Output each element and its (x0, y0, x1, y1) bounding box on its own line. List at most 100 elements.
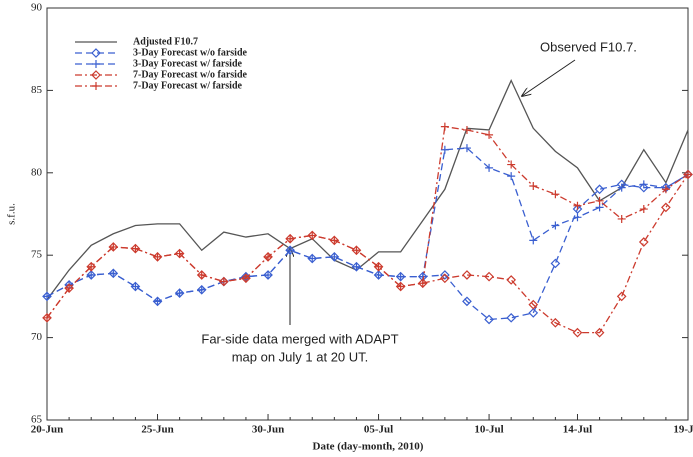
point (197, 270, 206, 279)
point (330, 236, 339, 245)
point (528, 308, 539, 318)
point (286, 234, 295, 243)
series-line (46, 147, 689, 303)
point (638, 182, 649, 193)
point (374, 262, 383, 271)
y-tick-label: 85 (31, 84, 43, 96)
point (264, 270, 273, 279)
series-line (46, 78, 689, 301)
annotation: map on July 1 at 20 UT. (232, 349, 369, 364)
point (684, 170, 692, 179)
point (638, 237, 649, 247)
point (485, 163, 494, 172)
legend-label: 7-Day Forecast w/ farside (133, 80, 243, 91)
point (506, 275, 517, 285)
point (374, 270, 383, 279)
point (131, 244, 140, 253)
point (109, 269, 118, 278)
point (661, 202, 671, 213)
point (65, 284, 74, 293)
series-line (46, 173, 689, 321)
series-line (46, 174, 689, 334)
point (396, 272, 405, 281)
point (617, 183, 626, 192)
x-tick-label: 10-Jul (474, 424, 503, 436)
point (573, 213, 582, 222)
annotation: Observed F10.7. (540, 39, 637, 54)
point (219, 277, 228, 286)
point (507, 160, 516, 169)
y-tick-label: 70 (31, 331, 43, 343)
plot-frame (46, 7, 689, 421)
point (440, 273, 450, 284)
point (485, 130, 494, 139)
legend-label: 3-Day Forecast w/o farside (133, 47, 248, 58)
point (43, 292, 51, 301)
x-tick-label: 05-Jul (364, 424, 393, 436)
point (352, 262, 361, 271)
point (462, 296, 472, 307)
legend-marker (91, 48, 101, 58)
annotation: Far-side data merged with ADAPT (201, 331, 398, 346)
point (462, 144, 471, 153)
point (529, 181, 538, 190)
point (617, 214, 626, 223)
legend-label: 7-Day Forecast w/o farside (133, 69, 248, 80)
point (109, 242, 118, 251)
point (462, 125, 471, 134)
point (661, 185, 670, 194)
point (396, 282, 405, 291)
point (484, 271, 494, 282)
point (330, 252, 339, 261)
point (484, 314, 494, 325)
point (308, 254, 317, 263)
point (594, 184, 605, 195)
x-tick-label: 25-Jun (141, 424, 173, 436)
point (462, 270, 472, 280)
legend-label: Adjusted F10.7 (133, 36, 198, 47)
legend-marker (91, 70, 101, 80)
point (264, 252, 273, 261)
legend-label: 3-Day Forecast w/ farside (133, 58, 243, 69)
point (440, 270, 450, 280)
point (175, 249, 184, 258)
point (616, 291, 627, 302)
point (528, 299, 539, 310)
point (87, 270, 96, 279)
point (308, 231, 317, 240)
point (153, 252, 162, 261)
point (175, 289, 184, 298)
x-axis-label: Date (day-month, 2010) (313, 441, 424, 453)
point (529, 236, 538, 245)
legend-marker (92, 82, 100, 90)
point (572, 204, 583, 214)
point (573, 201, 582, 210)
point (131, 282, 140, 291)
y-tick-label: 80 (31, 166, 43, 178)
annotation-arrow (522, 59, 576, 96)
point (572, 327, 583, 338)
point (352, 246, 361, 255)
x-tick-label: 19-Jul (673, 424, 693, 436)
point (440, 122, 449, 131)
point (43, 313, 51, 322)
point (507, 172, 516, 181)
point (550, 317, 561, 328)
y-tick-label: 65 (31, 414, 43, 426)
x-tick-label: 20-Jun (31, 424, 63, 436)
series-line (46, 125, 689, 319)
x-tick-label: 30-Jun (252, 424, 284, 436)
y-axis-label: s.f.u. (6, 203, 18, 225)
point (241, 274, 250, 283)
point (87, 262, 96, 271)
point (639, 180, 648, 189)
point (153, 297, 162, 306)
point (594, 327, 605, 338)
x-tick-label: 14-Jul (563, 424, 592, 436)
y-tick-label: 75 (31, 249, 43, 261)
point (286, 246, 295, 255)
y-tick-label: 90 (31, 2, 43, 14)
point (639, 205, 648, 214)
point (550, 258, 561, 269)
